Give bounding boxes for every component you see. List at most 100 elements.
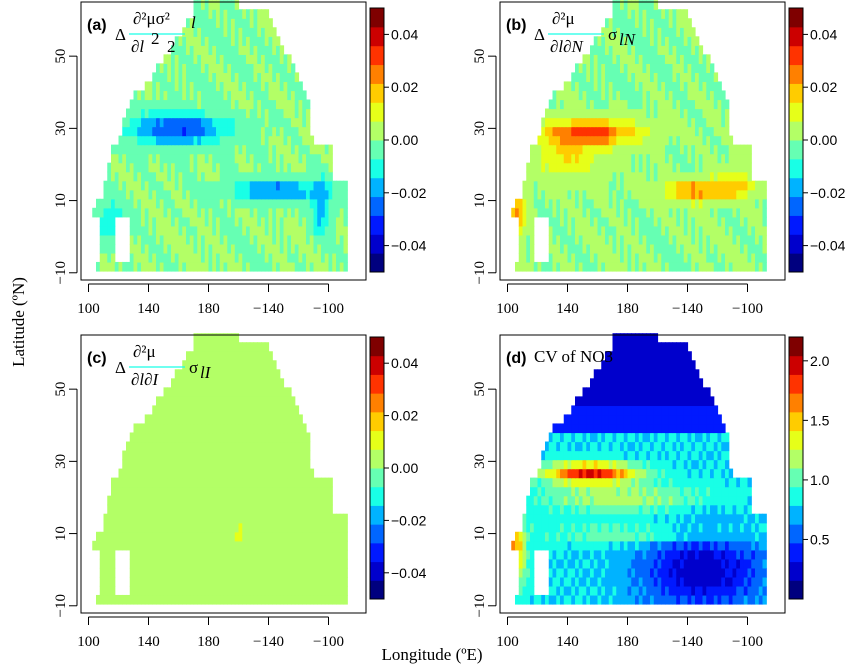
heatmap-cell — [197, 396, 202, 407]
heatmap-cell — [623, 153, 629, 164]
heatmap-cell — [710, 558, 715, 569]
heatmap-cell — [144, 513, 150, 524]
heatmap-cell — [291, 198, 296, 209]
heatmap-cell — [736, 558, 741, 569]
heatmap-cell — [653, 189, 659, 200]
heatmap-cell — [302, 225, 307, 236]
heatmap-cell — [279, 441, 285, 452]
heatmap-cell — [204, 441, 210, 452]
heatmap-cell — [620, 216, 625, 227]
heatmap-cell — [182, 162, 187, 173]
heatmap-cell — [197, 432, 202, 443]
heatmap-cell — [201, 27, 206, 37]
heatmap-cell — [261, 243, 266, 254]
heatmap-cell — [227, 63, 232, 74]
heatmap-cell — [283, 576, 288, 587]
heatmap-cell — [249, 423, 255, 434]
heatmap-cell — [676, 99, 681, 110]
heatmap-cell — [208, 198, 213, 209]
heatmap-cell — [212, 117, 217, 128]
heatmap-cell — [672, 126, 677, 137]
heatmap-cell — [212, 576, 217, 587]
heatmap-cell — [698, 171, 704, 182]
heatmap-cell — [249, 189, 255, 200]
heatmap-cell — [339, 225, 345, 236]
heatmap-cell — [201, 486, 206, 497]
heatmap-cell — [343, 558, 348, 569]
heatmap-cell — [141, 225, 146, 236]
heatmap-cell — [167, 414, 172, 425]
heatmap-cell — [264, 468, 270, 479]
heatmap-cell — [668, 72, 674, 83]
heatmap-cell — [616, 0, 621, 10]
heatmap-cell — [249, 243, 255, 254]
heatmap-cell — [114, 594, 120, 605]
heatmap-cell — [186, 378, 191, 388]
heatmap-cell — [223, 54, 228, 64]
heatmap-cell — [287, 468, 292, 479]
heatmap-cell — [249, 441, 255, 452]
heatmap-cell — [702, 243, 707, 254]
heatmap-cell — [575, 90, 580, 101]
heatmap-cell — [567, 198, 572, 209]
heatmap-cell — [294, 567, 300, 578]
heatmap-cell — [107, 261, 112, 272]
heatmap-cell — [279, 117, 285, 128]
heatmap-cell — [234, 513, 240, 524]
heatmap-cell — [242, 207, 247, 218]
heatmap-cell — [204, 99, 210, 110]
heatmap-cell — [212, 36, 217, 46]
heatmap-cell — [698, 243, 704, 254]
heatmap-cell — [638, 549, 644, 560]
heatmap-cell — [306, 117, 311, 128]
plot-frame — [499, 1, 786, 281]
heatmap-cell — [336, 513, 341, 524]
heatmap-cell — [133, 135, 138, 146]
heatmap-cell — [287, 558, 292, 569]
heatmap-cell — [530, 225, 535, 236]
heatmap-cell — [193, 27, 198, 37]
heatmap-cell — [208, 540, 213, 551]
heatmap-cell — [548, 594, 554, 605]
heatmap-cell — [201, 576, 206, 587]
heatmap-cell — [231, 9, 236, 19]
heatmap-cell — [294, 144, 300, 155]
heatmap-cell — [133, 90, 138, 101]
heatmap-cell — [665, 198, 670, 209]
heatmap-cell — [268, 54, 273, 64]
heatmap-cell — [713, 153, 719, 164]
heatmap-cell — [141, 585, 146, 596]
heatmap-cell — [287, 117, 292, 128]
heatmap-cell — [174, 594, 180, 605]
heatmap-cell — [642, 180, 647, 191]
heatmap-cell — [732, 189, 737, 200]
heatmap-cell — [182, 153, 187, 164]
heatmap-cell — [627, 36, 632, 46]
heatmap-cell — [178, 576, 183, 587]
heatmap-cell — [249, 459, 255, 470]
heatmap-cell — [332, 513, 337, 524]
heatmap-cell — [204, 396, 210, 407]
heatmap-cell — [249, 216, 255, 227]
heatmap-cell — [238, 405, 243, 416]
heatmap-cell — [279, 99, 285, 110]
heatmap-cell — [706, 126, 711, 137]
heatmap-cell — [518, 576, 524, 587]
heatmap-cell — [317, 207, 322, 218]
heatmap-cell — [163, 513, 168, 524]
heatmap-cell — [343, 225, 348, 236]
heatmap-cell — [740, 207, 745, 218]
heatmap-cell — [246, 531, 251, 542]
heatmap-cell — [219, 432, 225, 443]
heatmap-cell — [676, 216, 681, 227]
heatmap-cell — [159, 486, 165, 497]
heatmap-cell — [578, 225, 584, 236]
heatmap-cell — [159, 531, 165, 542]
heatmap-cell — [246, 522, 251, 533]
heatmap-cell — [279, 495, 285, 506]
heatmap-cell — [732, 180, 737, 191]
heatmap-cell — [264, 540, 270, 551]
heatmap-cell — [537, 144, 542, 155]
heatmap-cell — [317, 549, 322, 560]
heatmap-cell — [623, 261, 629, 272]
